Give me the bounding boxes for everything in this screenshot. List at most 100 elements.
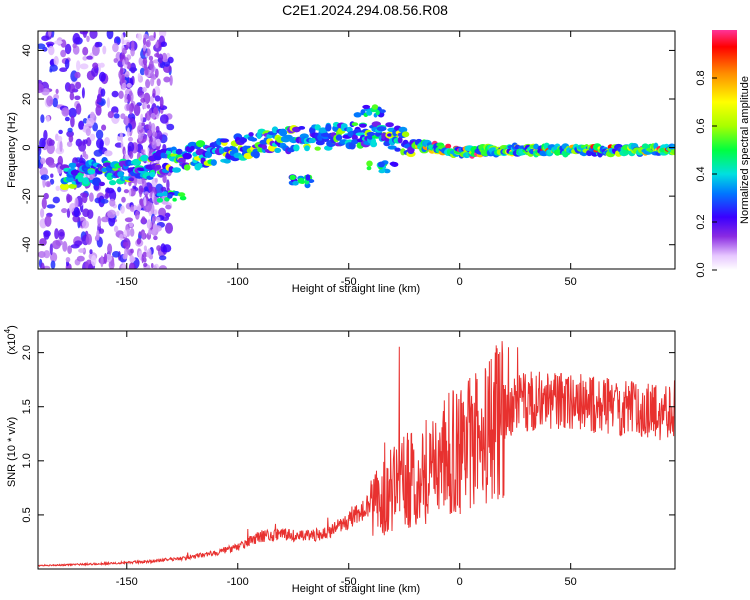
spectrogram-noise-blob: [74, 197, 79, 209]
spectrogram-secondary-blob: [162, 191, 168, 197]
spectrogram-ridge-blob: [670, 149, 675, 155]
spectrogram-noise-column-blob: [140, 187, 145, 193]
spectrogram-noise-blob: [143, 92, 151, 105]
spectrogram-secondary-blob: [375, 109, 380, 116]
spectrogram-noise-blob: [133, 176, 138, 187]
spectrogram-noise-blob: [43, 231, 50, 240]
spectrogram-noise-blob: [101, 124, 107, 131]
spectrogram-ridge-blob: [160, 148, 166, 153]
spectrogram-ridge-blob: [261, 144, 267, 150]
spectrogram-noise-blob: [100, 88, 106, 97]
spectrogram-panel: -150 -100 -50 0 50 -40 -20 0 20 40 Height of stra…: [6, 30, 676, 295]
snr-xtick-label: 0: [457, 576, 463, 588]
spectrogram-noise-column-blob: [142, 101, 148, 110]
colorbar-tick-label: 0.8: [695, 70, 707, 85]
spectrogram-ridge-blob: [248, 132, 254, 137]
spectrogram-ridge-blob: [252, 151, 260, 159]
spectrogram-noise-blob: [158, 265, 168, 269]
snr-ytick-label: 1.0: [21, 453, 33, 468]
spectrogram-noise-column-blob: [142, 37, 147, 45]
spectrogram-noise-blob: [81, 220, 90, 229]
spectrogram-noise-column-blob: [139, 198, 142, 205]
spectrogram-ridge-blob: [109, 180, 117, 186]
spectrogram-noise-column-blob: [153, 223, 157, 233]
colorbar-ticks: 0.0 0.2 0.4 0.6 0.8: [695, 70, 717, 278]
spectrogram-noise-column-blob: [119, 132, 124, 142]
spectrogram-ridge-blob: [318, 127, 328, 134]
spectrogram-noise-column-blob: [151, 140, 157, 150]
snr-ticks: -150 -100 -50 0 50 0.5 1.0 1.5 2.0: [21, 331, 675, 588]
spectrogram-noise-blob: [68, 135, 74, 143]
spectrogram-noise-blob: [82, 208, 90, 217]
spectrogram-noise-blob: [40, 157, 46, 165]
spectrogram-noise-column-blob: [123, 229, 128, 238]
spectrogram-noise-blob: [104, 150, 113, 157]
colorbar: 0.0 0.2 0.4 0.6 0.8 Normalized spectral ampl…: [695, 30, 750, 278]
spectrogram-noise-blob: [91, 66, 99, 77]
spectrogram-noise-blob: [38, 251, 46, 258]
spectrogram-noise-blob: [40, 114, 45, 123]
spectrogram-noise-blob: [169, 75, 173, 86]
spectrogram-noise-blob: [130, 62, 136, 74]
spectrogram-noise-blob: [67, 127, 73, 133]
spectrogram-noise-column-blob: [148, 121, 152, 131]
colorbar-tick-label: 0.6: [695, 118, 707, 133]
spectrogram-noise-blob: [39, 137, 46, 149]
spectrogram-ridge-blob: [210, 159, 217, 166]
spectrogram-ridge-blob: [77, 174, 84, 183]
spectrogram-noise-blob: [70, 115, 75, 128]
spectrogram-noise-column-blob: [137, 33, 143, 41]
spectrogram-ridge-blob: [87, 169, 96, 175]
spectrogram-noise-blob: [46, 115, 50, 123]
spectrogram-secondary-blob: [292, 180, 299, 186]
spectrogram-ridge-blob: [385, 122, 394, 128]
spectrogram-noise-blob: [53, 55, 59, 66]
spectrogram-noise-blob: [59, 140, 63, 153]
spectrogram-ridge-blob: [65, 176, 75, 183]
spectrogram-noise-column-blob: [122, 59, 125, 66]
snr-xtick-label: -50: [341, 576, 357, 588]
spectrogram-noise-blob: [96, 93, 102, 103]
spectrogram-ridge-blob: [59, 183, 70, 191]
spectrogram-noise-column-blob: [143, 196, 147, 207]
spectrogram-noise-column-blob: [144, 191, 149, 196]
spectrogram-noise-blob: [86, 35, 90, 43]
spectrogram-noise-column-blob: [129, 105, 133, 115]
spectrogram-secondary-blob: [297, 177, 305, 184]
spectrogram-ridge-blob: [383, 141, 391, 147]
spectrogram-noise-blob: [48, 139, 55, 146]
spectrogram-noise-column-blob: [140, 97, 146, 103]
spectrogram-noise-blob: [113, 113, 120, 119]
spectrogram-noise-blob: [73, 207, 80, 218]
spectrogram-noise-blob: [108, 259, 115, 269]
spectrogram-noise-column-blob: [125, 44, 129, 50]
spectrogram-noise-column-blob: [120, 205, 125, 214]
spectrogram-noise-column-blob: [126, 103, 130, 111]
spectrogram-noise-blob: [102, 45, 107, 55]
spectrogram-noise-column-blob: [139, 191, 142, 198]
spectrogram-ytick-label: 40: [21, 44, 33, 56]
spectrogram-noise-blob: [98, 71, 106, 82]
spectrogram-noise-column-blob: [142, 251, 147, 258]
spectrogram-noise-blob: [96, 230, 100, 241]
spectrogram-noise-blob: [43, 250, 51, 259]
spectrogram-ticks: -150 -100 -50 0 50 -40 -20 0 20 40: [21, 31, 675, 288]
spectrogram-noise-blob: [155, 183, 164, 195]
spectrogram-noise-column-blob: [154, 177, 158, 183]
spectrogram-noise-blob: [107, 243, 113, 255]
spectrogram-noise-blob: [70, 244, 80, 249]
snr-scale-note: (x104): [3, 325, 18, 355]
spectrogram-noise-column-blob: [152, 88, 156, 98]
snr-xtick-label: 50: [565, 576, 577, 588]
spectrogram-secondary-blob: [177, 192, 186, 197]
spectrogram-noise-column-blob: [141, 216, 146, 224]
spectrogram-noise-blob: [66, 130, 74, 138]
spectrogram-ridge-blob: [376, 126, 387, 132]
snr-frame: [37, 330, 676, 570]
spectrogram-secondary-blob: [156, 192, 165, 197]
spectrogram-noise-blob: [81, 193, 88, 204]
spectrogram-ridge-blob: [250, 137, 258, 142]
spectrogram-ridge-blob: [170, 153, 178, 158]
spectrogram-noise-blob: [160, 41, 167, 47]
spectrogram-noise-blob: [78, 141, 87, 152]
